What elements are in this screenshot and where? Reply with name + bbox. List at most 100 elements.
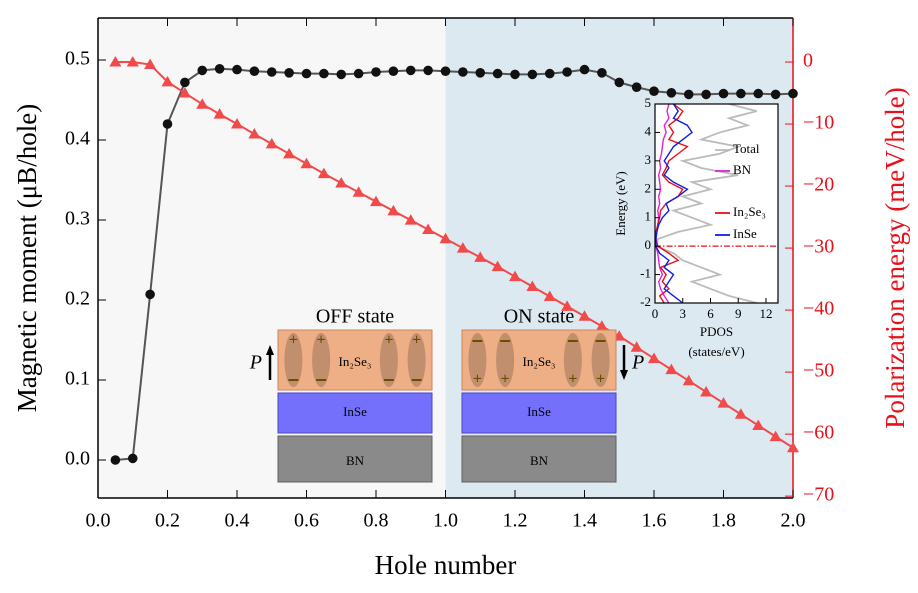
dipole [284,333,303,387]
charge-plus: + [412,332,421,349]
inset-background [655,104,778,303]
layer-label: BN [530,453,549,468]
circle-marker [562,67,572,77]
inset-y-tick-label: -2 [640,294,651,309]
legend-label: BN [733,162,752,177]
triangle-marker [404,214,417,225]
series-line [115,67,794,461]
legend-label: InSe [733,226,757,241]
layer-bn [461,435,617,483]
triangle-marker [734,408,747,419]
inset-x-title: PDOS [700,324,733,339]
layer-label: In₂Se₃ [523,354,556,369]
inset-y-title: Energy (eV) [613,171,628,235]
layer-label: InSe [343,404,367,419]
y2-tick-label: −50 [803,360,834,382]
dipole [379,333,398,387]
charge-plus: + [501,371,510,388]
y2-tick-label: −60 [803,422,834,444]
schematic-title: OFF state [316,306,394,328]
layer-in2se3 [277,329,433,391]
layer-label: In₂Se₃ [339,354,372,369]
circle-marker [597,68,607,78]
triangle-marker [126,56,139,67]
y2-tick-label: 0 [803,50,813,72]
triangle-marker [265,137,278,149]
triangle-marker [630,341,643,352]
inset-frame [654,103,779,304]
triangle-marker [769,430,782,442]
triangle-marker [665,363,678,375]
circle-marker [249,66,260,76]
x-tick-label: 1.8 [711,510,736,532]
inset-x-tick-label: 12 [759,306,772,321]
dipole [496,333,515,387]
x-tick-label: 0.0 [86,510,111,532]
triangle-marker [248,127,261,139]
circle-marker [110,455,121,465]
schematics: OFF state + + + + In₂Se₃ InSe BN P ON state + + + + In… [249,306,644,483]
circle-marker [145,289,155,300]
circle-marker [301,68,312,79]
schematic-title: ON state [504,306,575,328]
pdos-line [655,103,670,304]
triangle-marker [717,397,730,408]
y2-axis-title: Polarization energy (meV/hole) [880,87,910,428]
triangle-marker [300,157,313,169]
circle-marker [701,89,711,100]
triangle-marker [491,260,504,272]
arrow-head [620,370,628,380]
circle-marker [770,89,781,100]
y-tick-label: 0.3 [65,208,90,230]
inset-x-tick-label: 3 [679,306,686,321]
circle-marker [319,68,329,79]
circle-marker [162,119,173,129]
triangle-marker [144,58,157,70]
triangle-marker [161,75,174,87]
triangle-marker [335,176,348,188]
circle-marker [388,66,399,76]
triangle-marker [526,280,539,292]
x-tick-label: 0.6 [294,510,319,532]
y2-tick-label: −40 [803,298,834,320]
layer-label: InSe [527,404,551,419]
circle-marker [649,86,659,96]
triangle-marker [509,270,521,282]
inset-x-tick-label: 6 [707,306,714,321]
x-tick-label: 1.4 [572,510,597,532]
layer-label: BN [346,453,365,468]
inset-y-tick-label: -1 [640,266,651,281]
x-tick-label: 0.4 [225,510,250,532]
triangle-marker [213,108,226,119]
triangle-marker [543,290,556,301]
arrow-label: P [249,352,262,374]
layer-inse [277,392,433,434]
circle-marker [718,88,729,99]
circle-marker [423,65,433,76]
triangle-marker [196,98,209,109]
y-tick-label: 0.1 [65,368,90,390]
triangle-marker [474,251,487,262]
circle-marker [405,65,416,76]
charge-plus: + [473,371,482,388]
charge-plus: + [568,371,577,388]
y2-tick-label: −30 [803,236,834,258]
circle-marker [336,69,347,80]
triangle-marker [595,320,608,331]
circle-marker [284,68,294,78]
triangle-marker [178,87,191,98]
triangle-marker [231,118,243,129]
circle-marker [353,68,364,79]
triangle-marker [648,352,660,363]
inset-y-tick-label: 5 [645,95,652,110]
y-tick-label: 0.4 [65,128,90,150]
x-tick-label: 1.2 [503,510,528,532]
circle-marker [180,77,190,88]
triangle-marker [578,310,591,321]
layer-inse [461,392,617,434]
triangle-marker [283,147,296,159]
layer-in2se3 [461,329,617,391]
inset-y-tick-label: 3 [645,152,652,167]
